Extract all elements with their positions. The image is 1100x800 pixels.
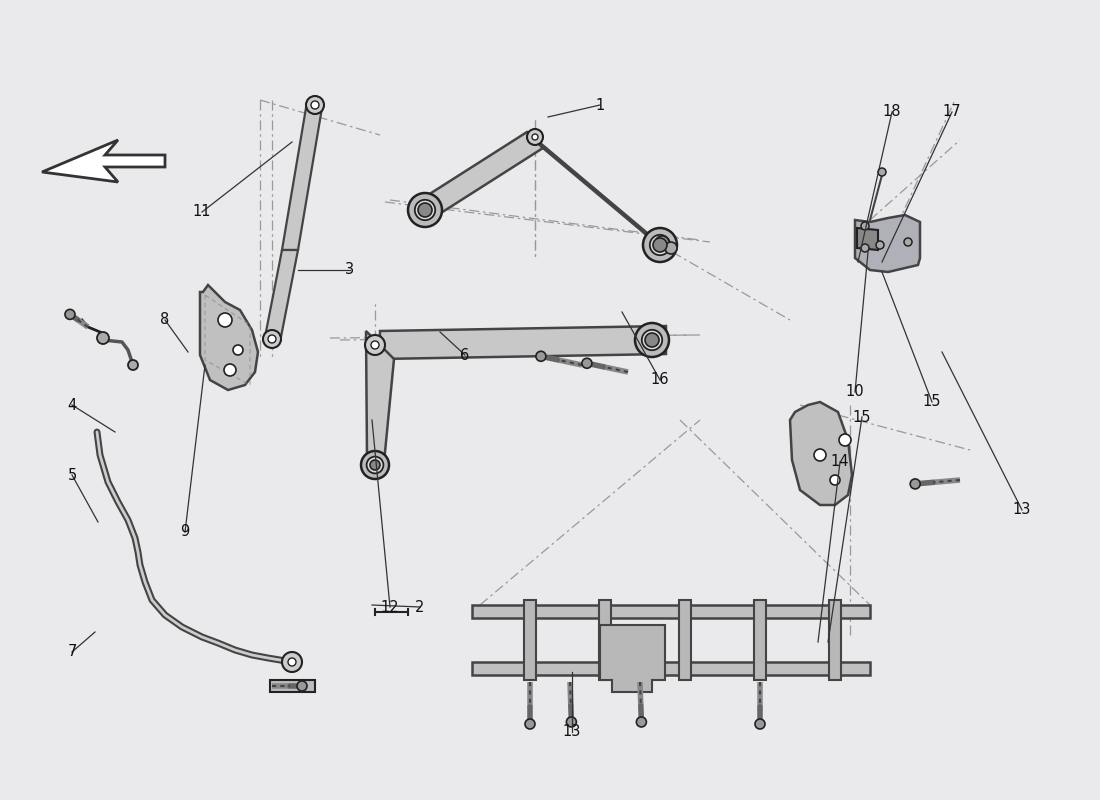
Circle shape bbox=[233, 345, 243, 355]
Circle shape bbox=[641, 330, 662, 350]
Circle shape bbox=[861, 222, 869, 230]
Circle shape bbox=[536, 351, 546, 362]
Circle shape bbox=[218, 313, 232, 327]
Text: 15: 15 bbox=[852, 410, 871, 425]
Polygon shape bbox=[857, 228, 878, 250]
Polygon shape bbox=[472, 662, 870, 675]
Circle shape bbox=[371, 341, 380, 349]
Text: 1: 1 bbox=[595, 98, 605, 113]
Polygon shape bbox=[264, 250, 298, 342]
Circle shape bbox=[814, 449, 826, 461]
Circle shape bbox=[876, 241, 884, 249]
Circle shape bbox=[288, 658, 296, 666]
Text: 9: 9 bbox=[180, 525, 189, 539]
Circle shape bbox=[128, 360, 138, 370]
Circle shape bbox=[839, 434, 851, 446]
Text: 17: 17 bbox=[943, 105, 961, 119]
Circle shape bbox=[268, 335, 276, 343]
Circle shape bbox=[306, 96, 324, 114]
Polygon shape bbox=[524, 600, 536, 680]
Text: 4: 4 bbox=[67, 398, 77, 413]
Circle shape bbox=[654, 236, 669, 250]
Polygon shape bbox=[200, 285, 258, 390]
Circle shape bbox=[361, 451, 389, 479]
Circle shape bbox=[408, 193, 442, 227]
Circle shape bbox=[370, 460, 379, 470]
Text: 6: 6 bbox=[461, 347, 470, 362]
Text: 8: 8 bbox=[161, 313, 169, 327]
Polygon shape bbox=[829, 600, 842, 680]
Polygon shape bbox=[679, 600, 691, 680]
Polygon shape bbox=[527, 132, 668, 253]
Circle shape bbox=[755, 719, 764, 729]
Polygon shape bbox=[282, 102, 323, 250]
Circle shape bbox=[527, 129, 543, 145]
Circle shape bbox=[65, 310, 75, 319]
Circle shape bbox=[532, 134, 538, 140]
Circle shape bbox=[282, 652, 303, 672]
Text: 11: 11 bbox=[192, 205, 211, 219]
Polygon shape bbox=[366, 331, 394, 473]
Circle shape bbox=[861, 244, 869, 252]
Text: 3: 3 bbox=[345, 262, 354, 278]
Circle shape bbox=[566, 717, 576, 727]
Text: 13: 13 bbox=[563, 725, 581, 739]
Text: 5: 5 bbox=[67, 467, 77, 482]
Text: 15: 15 bbox=[923, 394, 942, 410]
Text: 16: 16 bbox=[651, 373, 669, 387]
Circle shape bbox=[645, 333, 659, 347]
Text: 2: 2 bbox=[416, 599, 425, 614]
Circle shape bbox=[263, 330, 280, 348]
Circle shape bbox=[910, 479, 921, 489]
Circle shape bbox=[653, 238, 667, 252]
Circle shape bbox=[415, 200, 436, 220]
Text: 13: 13 bbox=[1013, 502, 1031, 518]
Circle shape bbox=[830, 475, 840, 485]
Polygon shape bbox=[600, 625, 666, 692]
Circle shape bbox=[525, 719, 535, 729]
Circle shape bbox=[582, 358, 592, 368]
Circle shape bbox=[365, 335, 385, 355]
Circle shape bbox=[904, 238, 912, 246]
Polygon shape bbox=[417, 132, 543, 218]
Circle shape bbox=[878, 168, 886, 176]
Polygon shape bbox=[472, 605, 870, 618]
Circle shape bbox=[297, 681, 307, 691]
Polygon shape bbox=[379, 326, 666, 359]
Text: 18: 18 bbox=[882, 105, 901, 119]
Circle shape bbox=[666, 242, 676, 254]
Circle shape bbox=[418, 203, 432, 217]
Text: 14: 14 bbox=[830, 454, 849, 470]
Polygon shape bbox=[855, 215, 920, 272]
Polygon shape bbox=[790, 402, 852, 505]
Circle shape bbox=[366, 457, 384, 474]
Text: 10: 10 bbox=[846, 385, 865, 399]
Text: 7: 7 bbox=[67, 645, 77, 659]
Circle shape bbox=[650, 235, 670, 255]
Circle shape bbox=[635, 323, 669, 357]
Polygon shape bbox=[270, 680, 315, 692]
Circle shape bbox=[224, 364, 236, 376]
Polygon shape bbox=[754, 600, 766, 680]
Polygon shape bbox=[42, 140, 165, 182]
Circle shape bbox=[637, 717, 647, 727]
Polygon shape bbox=[600, 600, 610, 680]
Circle shape bbox=[311, 101, 319, 109]
Circle shape bbox=[97, 332, 109, 344]
Text: 12: 12 bbox=[381, 599, 399, 614]
Circle shape bbox=[644, 228, 676, 262]
